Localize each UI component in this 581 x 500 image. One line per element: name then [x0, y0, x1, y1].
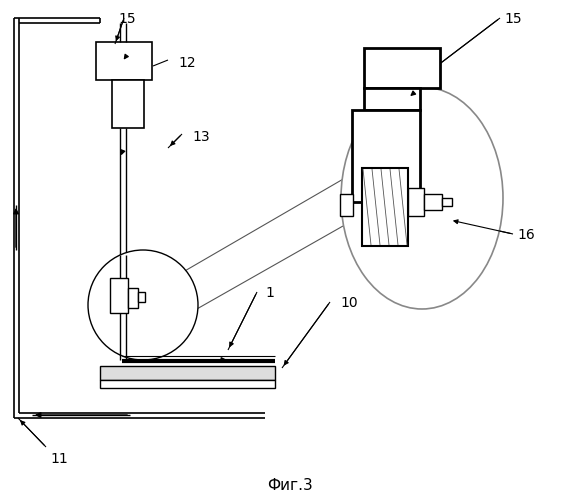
Bar: [100, 366, 275, 380]
Bar: [424, 194, 442, 210]
Text: 11: 11: [50, 452, 68, 466]
Bar: [362, 168, 408, 246]
Text: 13: 13: [192, 130, 210, 144]
Text: 10: 10: [340, 296, 358, 310]
Bar: [112, 80, 144, 128]
Bar: [408, 188, 424, 216]
Bar: [364, 48, 440, 88]
Ellipse shape: [341, 87, 503, 309]
Bar: [138, 292, 145, 302]
Circle shape: [88, 250, 198, 360]
Text: 15: 15: [118, 12, 135, 26]
Bar: [442, 198, 452, 206]
Text: 16: 16: [517, 228, 535, 242]
Bar: [352, 110, 420, 202]
Text: Фиг.3: Фиг.3: [267, 478, 313, 493]
Bar: [96, 42, 152, 80]
Bar: [364, 88, 420, 110]
Text: 12: 12: [178, 56, 196, 70]
Bar: [110, 278, 128, 313]
Bar: [340, 194, 353, 216]
Bar: [100, 380, 275, 388]
Text: 1: 1: [265, 286, 274, 300]
Bar: [128, 288, 138, 308]
Text: 15: 15: [504, 12, 522, 26]
